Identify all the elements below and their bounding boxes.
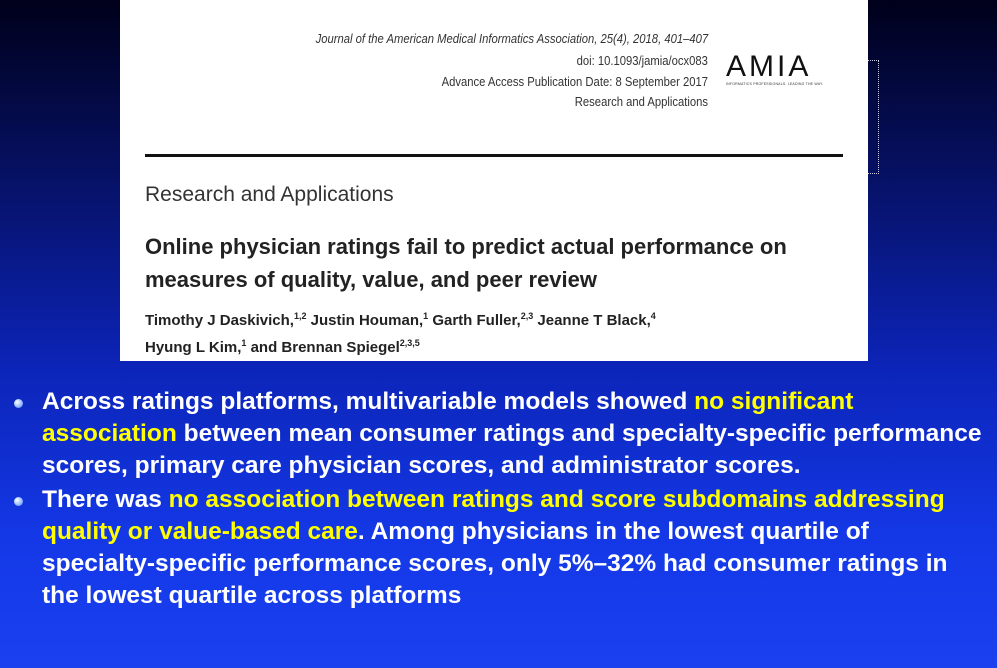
highlighted-text: no significant association [42, 388, 854, 447]
article-title: Online physician ratings fail to predict… [145, 234, 787, 292]
divider [145, 154, 843, 157]
bullet-item: Across ratings platforms, multivariable … [12, 386, 987, 482]
author: Garth Fuller,2,3 [428, 311, 534, 329]
journal-citation: Journal of the American Medical Informat… [315, 32, 708, 46]
logo-tagline: INFORMATICS PROFESSIONALS. LEADING THE W… [726, 82, 824, 86]
amia-logo: AMIA INFORMATICS PROFESSIONALS. LEADING … [726, 50, 856, 87]
author-list: Timothy J Daskivich,1,2 Justin Houman,1 … [145, 305, 845, 359]
bullet-item: There was no association between ratings… [12, 484, 987, 612]
logo-mark: AMIA [726, 50, 812, 83]
author: Jeanne T Black,4 [533, 311, 656, 329]
bullet-icon [14, 497, 23, 506]
author: Timothy J Daskivich,1,2 [145, 311, 307, 329]
selection-outline [868, 60, 879, 174]
section-heading: Research and Applications [145, 183, 394, 206]
publication-date: Advance Access Publication Date: 8 Septe… [441, 75, 708, 89]
highlighted-text: no association between ratings and score… [42, 486, 945, 545]
doi: doi: 10.1093/jamia/ocx083 [576, 54, 708, 68]
bullet-icon [14, 399, 23, 408]
article-header-image: Journal of the American Medical Informat… [120, 0, 868, 361]
article-category: Research and Applications [574, 95, 708, 109]
author: and Brennan Spiegel2,3,5 [246, 338, 420, 356]
bullet-list: Across ratings platforms, multivariable … [12, 386, 987, 614]
author: Justin Houman,1 [306, 311, 429, 329]
author: Hyung L Kim,1 [145, 338, 247, 356]
